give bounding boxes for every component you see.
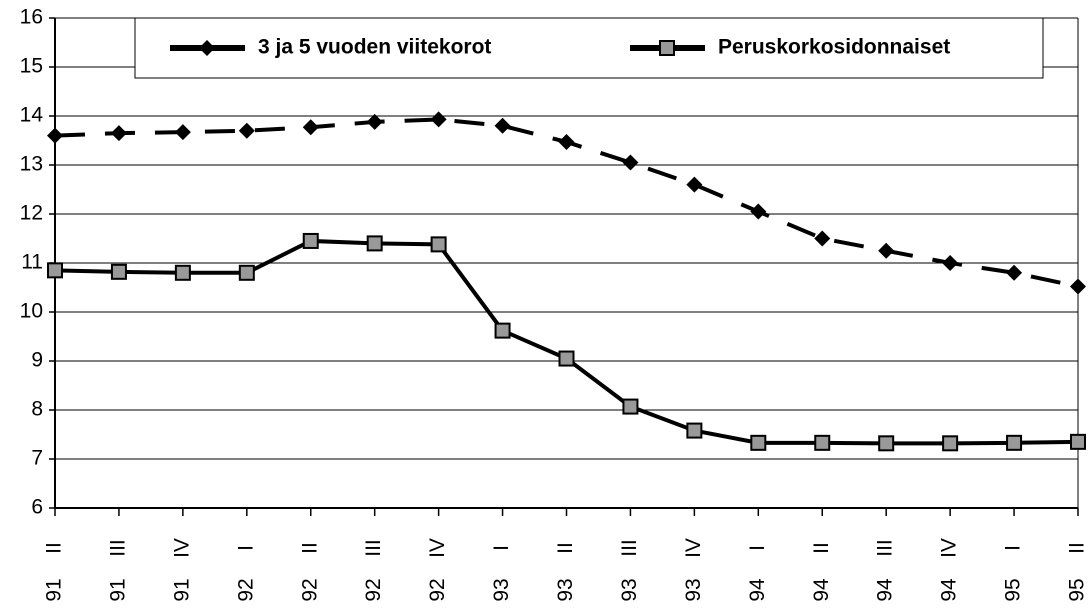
legend-label: Peruskorkosidonnaiset: [718, 36, 950, 59]
marker: [622, 154, 639, 171]
x-tick-label: 91: [43, 578, 66, 601]
marker: [1070, 278, 1086, 295]
marker: [814, 434, 831, 451]
marker: [494, 117, 511, 134]
marker: [942, 435, 959, 452]
x-tick-label: I: [1002, 545, 1025, 551]
x-tick-label: III: [618, 539, 641, 557]
marker: [494, 322, 511, 339]
marker: [686, 422, 703, 439]
x-tick-label: I: [746, 545, 769, 551]
marker: [1006, 434, 1023, 451]
marker: [814, 230, 831, 247]
x-tick-label: 92: [426, 578, 449, 601]
marker: [174, 264, 191, 281]
marker: [430, 111, 447, 128]
x-tick-label: III: [362, 539, 385, 557]
y-tick-label: 13: [20, 153, 43, 176]
marker: [302, 232, 319, 249]
x-tick-label: 94: [938, 578, 961, 602]
x-tick-label: 93: [490, 578, 513, 601]
marker: [686, 176, 703, 193]
marker: [47, 127, 63, 144]
y-tick-label: 9: [31, 349, 43, 372]
x-tick-label: II: [810, 542, 833, 554]
marker: [366, 235, 383, 252]
x-tick-label: IV: [938, 538, 961, 558]
x-tick-label: 91: [170, 578, 193, 601]
x-tick-label: 94: [810, 578, 833, 602]
marker: [750, 203, 767, 220]
x-tick-label: 95: [1002, 578, 1025, 601]
x-tick-label: 93: [682, 578, 705, 601]
marker: [238, 122, 255, 139]
marker: [110, 263, 127, 280]
marker: [47, 262, 63, 279]
marker: [199, 40, 215, 56]
y-tick-label: 6: [31, 496, 43, 519]
marker: [1006, 264, 1023, 281]
marker: [238, 264, 255, 281]
y-tick-label: 7: [31, 447, 43, 470]
series-line: [54, 238, 1079, 446]
marker: [174, 124, 191, 141]
x-tick-label: I: [490, 545, 513, 551]
y-tick-label: 8: [31, 398, 43, 421]
x-tick-label: II: [554, 542, 577, 554]
marker: [1070, 433, 1086, 450]
marker: [622, 398, 639, 415]
x-tick-label: 93: [618, 578, 641, 601]
y-tick-label: 15: [20, 55, 43, 78]
x-tick-label: II: [1066, 542, 1088, 554]
marker: [558, 133, 575, 150]
marker: [942, 255, 959, 271]
x-tick-label: 94: [874, 578, 897, 602]
marker: [878, 435, 895, 452]
marker: [750, 434, 767, 451]
y-tick-label: 16: [20, 6, 43, 29]
marker: [110, 125, 127, 142]
x-tick-label: 94: [746, 578, 769, 602]
marker: [302, 119, 319, 136]
y-tick-label: 11: [21, 251, 43, 274]
y-tick-label: 10: [20, 300, 43, 323]
x-tick-label: II: [43, 542, 66, 554]
marker: [558, 350, 575, 367]
x-tick-label: 93: [554, 578, 577, 601]
marker: [878, 242, 895, 259]
x-tick-label: IV: [426, 538, 449, 558]
marker: [659, 40, 675, 56]
x-tick-label: IV: [170, 538, 193, 558]
legend-box: [134, 17, 1044, 79]
x-tick-label: 92: [362, 578, 385, 601]
y-tick-label: 14: [20, 104, 44, 127]
x-tick-label: III: [106, 539, 129, 557]
x-tick-label: 91: [106, 578, 129, 601]
x-tick-label: III: [874, 539, 897, 557]
marker: [430, 236, 447, 253]
x-tick-label: 92: [298, 578, 321, 601]
x-tick-label: 92: [234, 578, 257, 601]
x-tick-label: I: [234, 545, 257, 551]
x-tick-label: 95: [1066, 578, 1088, 601]
x-tick-label: IV: [682, 538, 705, 558]
legend-label: 3 ja 5 vuoden viitekorot: [258, 36, 491, 59]
y-tick-label: 12: [20, 202, 43, 225]
x-tick-label: II: [298, 542, 321, 554]
marker: [366, 113, 383, 130]
